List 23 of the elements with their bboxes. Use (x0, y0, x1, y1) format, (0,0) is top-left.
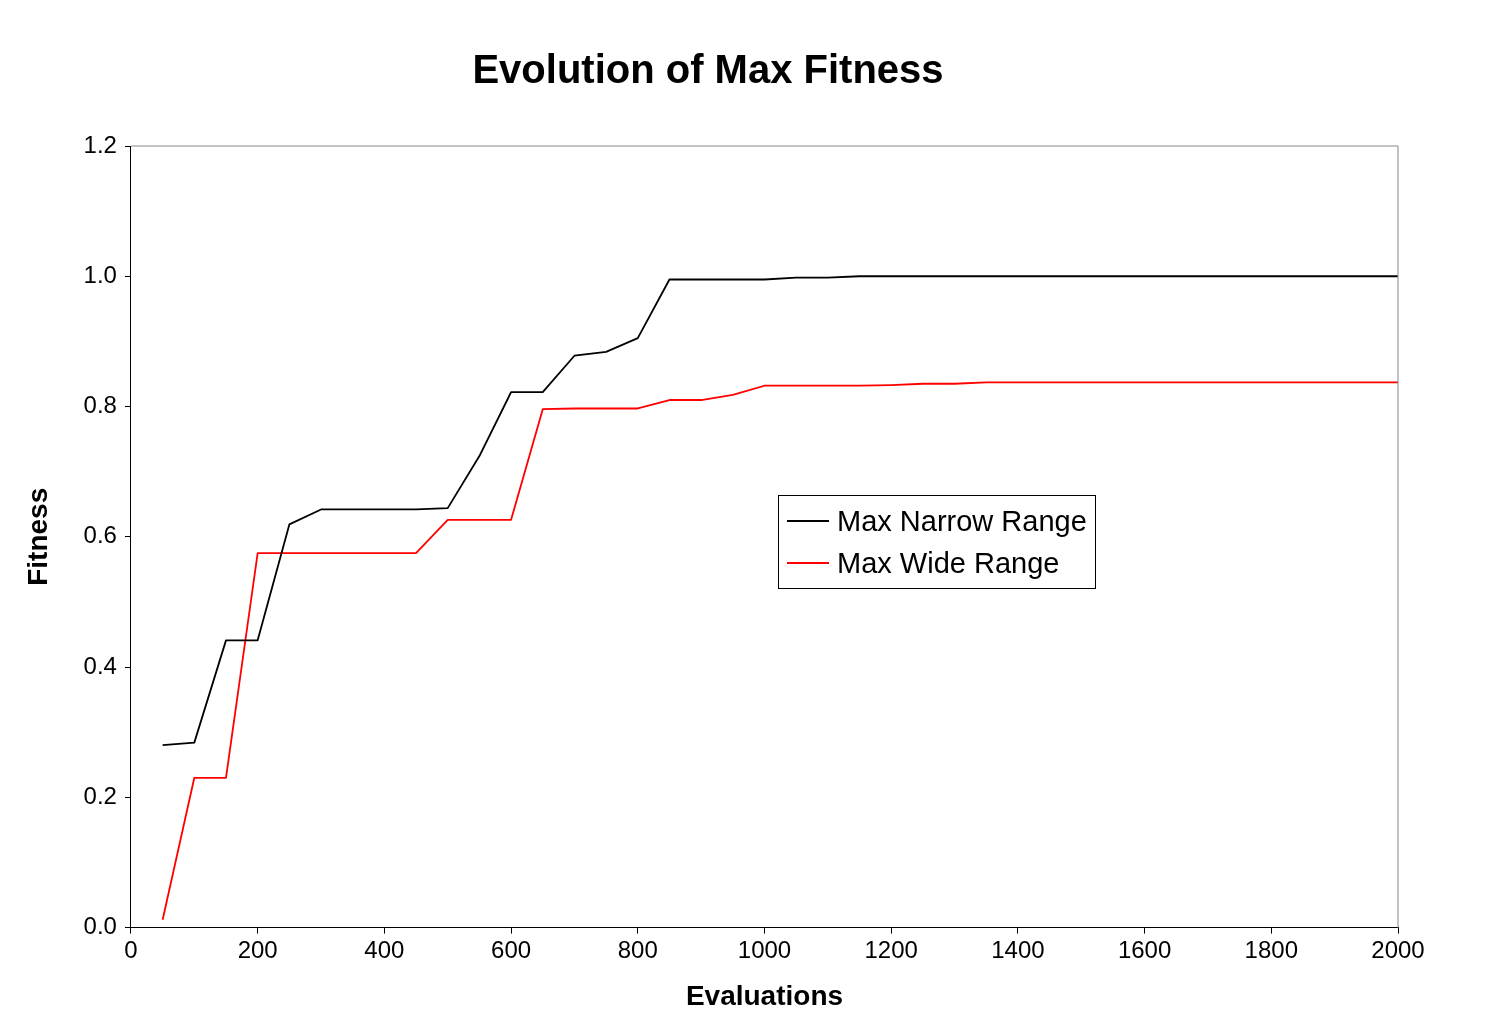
y-tick-label: 0.2 (83, 781, 117, 809)
x-tick-label: 1800 (1244, 935, 1298, 963)
y-tick-label: 0.6 (83, 521, 117, 549)
chart-title: Evolution of Max Fitness (472, 47, 944, 92)
x-tick-label: 1000 (737, 935, 792, 963)
x-tick-label: 200 (237, 935, 278, 963)
y-tick-label: 0.4 (83, 651, 117, 679)
legend-label: Max Narrow Range (837, 504, 1087, 539)
x-tick-label: 1600 (1117, 935, 1172, 963)
y-tick-label: 1.2 (83, 130, 117, 158)
x-tick-label: 400 (364, 935, 405, 963)
x-tick-label: 1200 (864, 935, 918, 963)
legend-label: Max Wide Range (837, 546, 1060, 581)
x-tick-label: 600 (491, 935, 532, 963)
x-tick-label: 2000 (1371, 935, 1425, 963)
y-axis-title: Fitness (21, 487, 53, 586)
x-tick-label: 0 (124, 935, 138, 963)
y-tick-label: 0.0 (83, 912, 117, 940)
x-axis-title: Evaluations (685, 979, 844, 1011)
y-tick-label: 0.8 (83, 391, 117, 419)
x-tick-label: 800 (617, 935, 658, 963)
y-tick-label: 1.0 (83, 260, 117, 288)
x-tick-label: 1400 (991, 935, 1045, 963)
